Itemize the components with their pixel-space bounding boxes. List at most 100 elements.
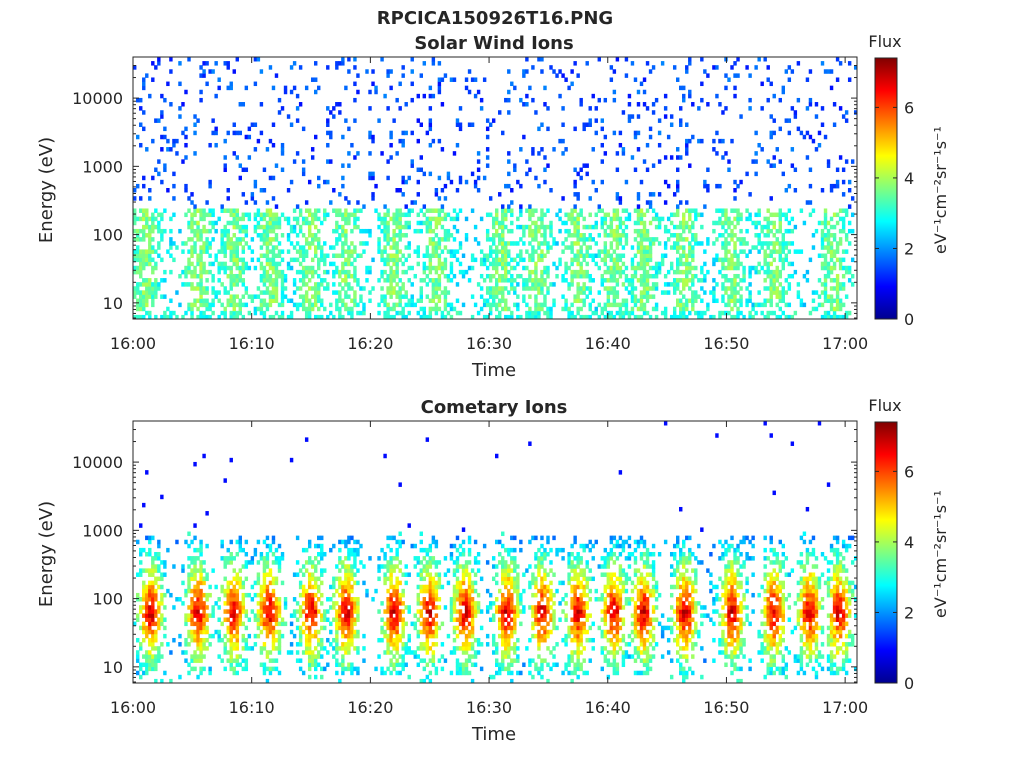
heatmap-cell [347, 216, 351, 222]
heatmap-cell [501, 237, 505, 242]
heatmap-cell [543, 278, 547, 283]
heatmap-cell [576, 310, 580, 316]
heatmap-cell [304, 241, 309, 246]
heatmap-cell [301, 592, 306, 598]
heatmap-cell [582, 282, 586, 287]
heatmap-cell [344, 556, 348, 561]
heatmap-cell [404, 269, 408, 275]
heatmap-cell [268, 601, 273, 606]
heatmap-cell [280, 580, 285, 586]
heatmap-cell [754, 302, 758, 308]
heatmap-cell [558, 261, 562, 267]
heatmap-cell [615, 245, 620, 250]
heatmap-cell [404, 233, 408, 238]
heatmap-cell [223, 167, 227, 173]
heatmap-cell [609, 253, 614, 258]
heatmap-cell [449, 265, 454, 271]
heatmap-cell [178, 61, 182, 66]
heatmap-cell [196, 273, 200, 279]
heatmap-cell [139, 306, 143, 312]
heatmap-cell [338, 110, 342, 115]
heatmap-cell [196, 228, 200, 234]
heatmap-cell [148, 93, 152, 99]
heatmap-cell [672, 65, 677, 70]
heatmap-cell [347, 269, 351, 275]
heatmap-cell [229, 257, 233, 263]
heatmap-cell [329, 261, 333, 267]
heatmap-cell [148, 658, 152, 663]
heatmap-cell [335, 576, 339, 582]
heatmap-cell [232, 257, 236, 263]
heatmap-cell [648, 253, 653, 258]
heatmap-cell [778, 282, 782, 287]
heatmap-cell [178, 273, 182, 279]
heatmap-cell [338, 212, 342, 218]
heatmap-cell [721, 261, 725, 267]
heatmap-cell [265, 273, 270, 279]
heatmap-cell [160, 592, 164, 598]
heatmap-cell [332, 654, 336, 659]
heatmap-cell [154, 662, 158, 668]
heatmap-cell [437, 282, 442, 287]
heatmap-cell [784, 188, 789, 193]
heatmap-cell [145, 625, 149, 631]
heatmap-cell [485, 257, 490, 263]
heatmap-cell [775, 269, 779, 275]
heatmap-cell [534, 294, 538, 299]
heatmap-cell [501, 290, 505, 295]
heatmap-cell [425, 208, 430, 213]
heatmap-cell [853, 110, 858, 115]
heatmap-cell [307, 220, 312, 226]
heatmap-cell [265, 257, 270, 263]
heatmap-cell [139, 662, 143, 668]
heatmap-cell [320, 666, 324, 672]
heatmap-cell [769, 290, 773, 295]
heatmap-cell [790, 314, 795, 320]
heatmap-cell [458, 179, 463, 185]
heatmap-cell [597, 249, 601, 254]
heatmap-cell [136, 617, 140, 622]
heatmap-cell [262, 625, 267, 631]
heatmap-cell [609, 77, 614, 82]
heatmap-cell [537, 278, 541, 283]
heatmap-cell [829, 85, 834, 91]
heatmap-cell [226, 188, 230, 193]
heatmap-cell [428, 142, 433, 148]
heatmap-cell [259, 310, 264, 316]
heatmap-cell [214, 257, 218, 263]
heatmap-cell [576, 196, 580, 201]
heatmap-cell [434, 265, 439, 271]
heatmap-cell [769, 294, 773, 299]
heatmap-cell [597, 208, 601, 213]
heatmap-cell [543, 179, 547, 185]
heatmap-cell [262, 605, 267, 610]
heatmap-cell [751, 306, 755, 312]
heatmap-cell [654, 261, 659, 267]
heatmap-cell [757, 212, 761, 218]
heatmap-cell [235, 208, 239, 213]
heatmap-cell [407, 208, 411, 213]
heatmap-cell [582, 302, 586, 308]
heatmap-cell [491, 265, 496, 271]
heatmap-cell [805, 200, 810, 205]
heatmap-cell [356, 253, 360, 258]
heatmap-cell [395, 216, 399, 222]
heatmap-cell [389, 547, 393, 553]
heatmap-cell [636, 249, 641, 254]
heatmap-cell [347, 580, 351, 586]
heatmap-cell [799, 208, 804, 213]
heatmap-cell [295, 642, 300, 647]
heatmap-cell [338, 290, 342, 295]
heatmap-cell [271, 196, 276, 201]
heatmap-cell [374, 85, 378, 91]
colorbar-title: Flux [868, 32, 901, 51]
heatmap-cell [262, 298, 267, 304]
heatmap-cell [636, 245, 641, 250]
heatmap-cell [157, 650, 161, 655]
heatmap-cell [386, 220, 390, 226]
heatmap-cell [808, 183, 813, 189]
heatmap-cell [763, 57, 767, 62]
heatmap-cell [253, 547, 258, 553]
heatmap-cell [660, 257, 665, 263]
heatmap-cell [205, 572, 209, 577]
